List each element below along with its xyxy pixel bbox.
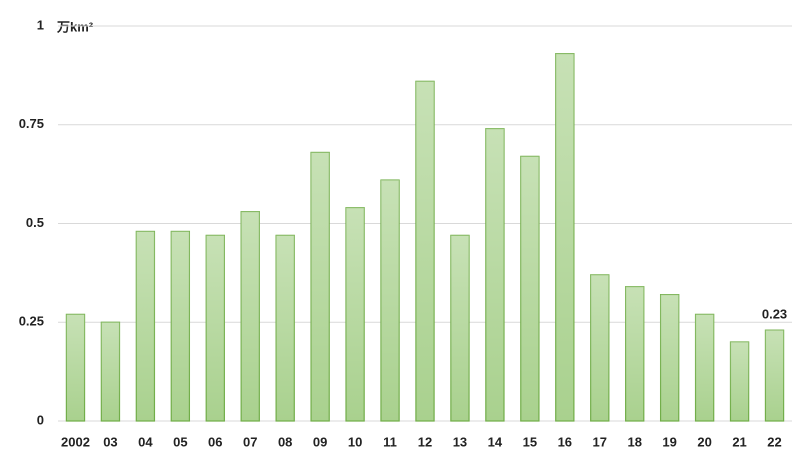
x-tick-label: 06 xyxy=(208,434,222,449)
bar-shade xyxy=(415,81,435,422)
bar-shade xyxy=(695,314,714,421)
bar-shade xyxy=(625,286,644,421)
x-tick-label: 19 xyxy=(662,434,676,449)
y-tick-label: 0 xyxy=(37,412,44,427)
y-tick-label: 0.75 xyxy=(19,116,44,131)
bar-shade xyxy=(276,235,295,421)
x-tick-label: 07 xyxy=(243,434,257,449)
x-tick-label: 14 xyxy=(488,434,503,449)
bar-shade xyxy=(380,180,400,421)
x-tick-label: 20 xyxy=(697,434,711,449)
x-tick-label: 15 xyxy=(523,434,537,449)
y-tick-label: 1 xyxy=(37,17,44,32)
bar-shade xyxy=(765,330,784,421)
data-label: 0.23 xyxy=(762,307,787,322)
bar-shade xyxy=(206,235,225,421)
bar-shade xyxy=(660,294,679,421)
bar-shade xyxy=(136,231,155,421)
x-tick-label: 09 xyxy=(313,434,327,449)
x-tick-label: 11 xyxy=(383,434,397,449)
x-tick-label: 12 xyxy=(418,434,432,449)
x-tick-label: 22 xyxy=(767,434,781,449)
bar-shade xyxy=(171,231,190,421)
bar-shade xyxy=(311,152,330,421)
bar-shade xyxy=(555,53,574,422)
x-tick-label: 16 xyxy=(558,434,572,449)
x-tick-label: 03 xyxy=(103,434,117,449)
bar-shade xyxy=(590,274,609,421)
y-tick-label: 0.25 xyxy=(19,314,44,329)
x-tick-label: 17 xyxy=(593,434,607,449)
bar-shade xyxy=(346,207,365,421)
x-tick-label: 08 xyxy=(278,434,292,449)
bar-shade xyxy=(520,156,539,421)
y-tick-label: 0.5 xyxy=(26,215,44,230)
bar-shade xyxy=(485,128,504,421)
x-tick-label: 21 xyxy=(732,434,746,449)
x-tick-label: 05 xyxy=(173,434,187,449)
bar-shade xyxy=(101,322,120,421)
unit-label: 万km² xyxy=(56,19,94,34)
x-tick-label: 18 xyxy=(627,434,641,449)
x-tick-label: 10 xyxy=(348,434,362,449)
x-tick-label: 13 xyxy=(453,434,467,449)
x-tick-label: 04 xyxy=(138,434,153,449)
bar-shade xyxy=(450,235,470,421)
bar-shade xyxy=(66,314,85,421)
bar-shade xyxy=(730,342,749,421)
x-tick-label: 2002 xyxy=(61,434,90,449)
bar-shade xyxy=(241,211,260,421)
